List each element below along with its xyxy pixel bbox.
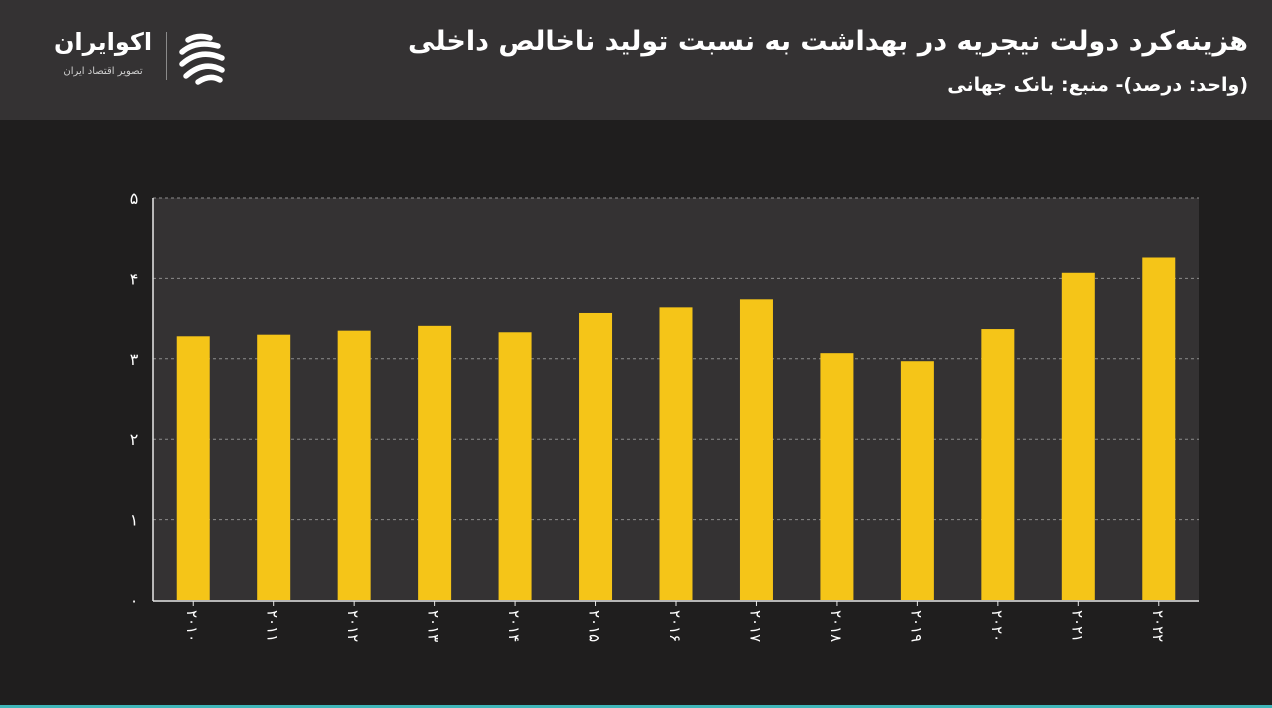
x-tick-label: ۲۰۱۹	[907, 610, 925, 642]
bar	[820, 353, 854, 600]
x-tick-label: ۲۰۱۶	[666, 610, 684, 642]
chart-title: هزینه‌کرد دولت نیجریه در بهداشت به نسبت …	[408, 26, 1248, 57]
x-tick-label: ۲۰۱۰	[183, 610, 201, 642]
x-tick-label: ۲۰۱۲	[344, 610, 362, 642]
x-tick-label: ۲۰۱۳	[425, 610, 443, 642]
logo-tagline: تصویر اقتصاد ایران	[63, 66, 143, 77]
y-tick-label: ۳	[130, 350, 139, 369]
bar	[418, 325, 452, 600]
y-tick-label: ۱	[130, 511, 139, 530]
logo: اکوایران تصویر اقتصاد ایران	[40, 28, 240, 88]
bar	[337, 330, 371, 600]
x-tick-label: ۲۰۱۴	[505, 610, 523, 642]
bar	[498, 332, 532, 600]
bar	[1061, 272, 1095, 600]
chart-subtitle: (واحد: درصد)- منبع: بانک جهانی	[947, 74, 1248, 96]
bars	[176, 257, 1176, 600]
y-tick-label: ۲	[130, 430, 139, 449]
bar	[739, 299, 773, 600]
x-tick-label: ۲۰۱۷	[746, 610, 764, 642]
x-tick-label: ۲۰۲۰	[988, 610, 1006, 642]
bar	[1142, 257, 1176, 600]
x-tick-label: ۲۰۱۱	[264, 610, 282, 642]
ecoiran-logo-icon	[179, 33, 225, 85]
x-tick-label: ۲۰۱۸	[827, 610, 845, 642]
bar	[176, 336, 210, 600]
y-tick-label: ۰	[130, 591, 139, 610]
y-tick-label: ۴	[130, 269, 139, 288]
bar	[900, 361, 934, 600]
y-tick-label: ۵	[130, 189, 139, 208]
x-tick-label: ۲۰۲۲	[1149, 610, 1167, 642]
logo-name: اکوایران	[53, 28, 153, 56]
x-axis-ticks: ۲۰۱۰ ۲۰۱۱ ۲۰۱۲ ۲۰۱۳ ۲۰۱۴ ۲۰۱۵ ۲۰۱۶ ۲۰۱۷ ۲۰۱۸ ۲۰۱۹…	[183, 601, 1167, 642]
header-bar: هزینه‌کرد دولت نیجریه در بهداشت به نسبت …	[0, 0, 1272, 120]
logo-divider	[166, 32, 167, 80]
bar	[579, 312, 613, 600]
bar	[257, 334, 291, 600]
bar	[981, 329, 1015, 600]
bottom-accent-line	[0, 705, 1272, 708]
bar	[659, 307, 693, 600]
y-axis-ticks: ۰ ۱ ۲ ۳ ۴ ۵	[130, 189, 139, 610]
x-tick-label: ۲۰۱۵	[586, 610, 604, 642]
x-tick-label: ۲۰۲۱	[1068, 610, 1086, 642]
